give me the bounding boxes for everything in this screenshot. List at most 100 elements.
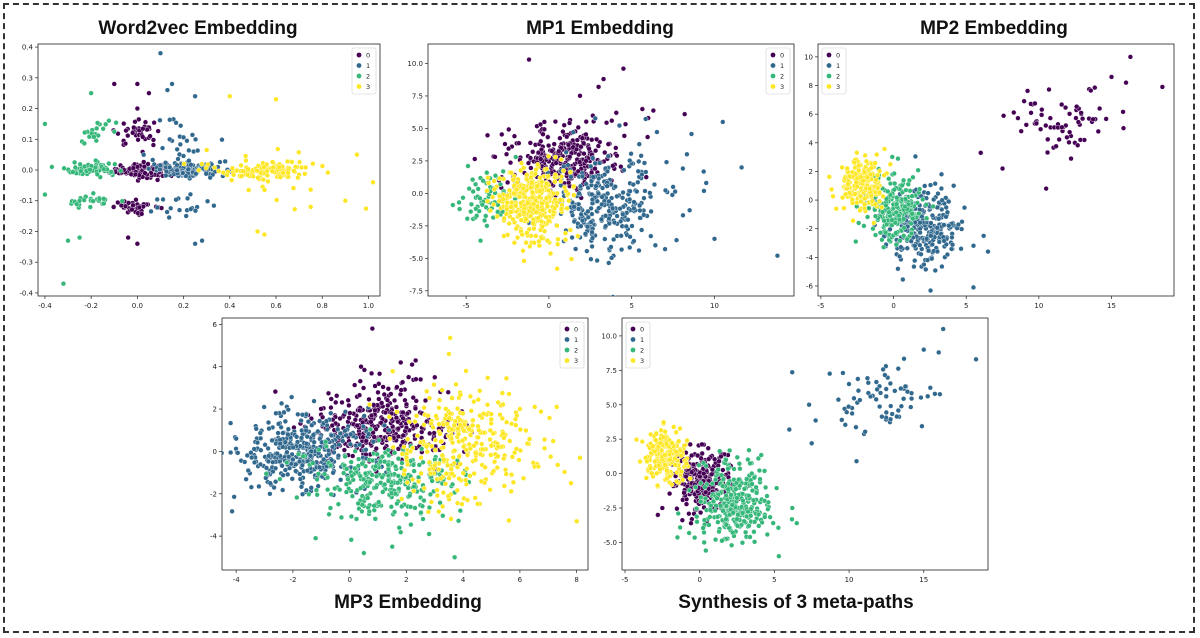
scatter-point	[739, 164, 745, 171]
scatter-point	[846, 404, 852, 410]
scatter-point	[900, 177, 907, 183]
scatter-point	[673, 429, 679, 435]
scatter-point	[418, 455, 424, 461]
scatter-point	[734, 495, 740, 501]
scatter-point	[452, 448, 458, 454]
scatter-point	[879, 414, 885, 420]
scatter-point	[504, 206, 510, 212]
scatter-point	[734, 516, 740, 522]
scatter-point	[663, 159, 670, 165]
scatter-point	[298, 435, 305, 441]
scatter-point	[949, 234, 955, 241]
scatter-point	[701, 168, 707, 175]
scatter-point	[538, 138, 544, 144]
scatter-point	[273, 479, 279, 485]
scatter-point	[103, 121, 109, 127]
y-tick-label: -6	[806, 282, 814, 290]
scatter-point	[261, 164, 267, 170]
y-tick-label: -0.3	[19, 259, 33, 267]
scatter-point	[892, 180, 898, 187]
scatter-point	[767, 514, 773, 520]
scatter-point	[631, 238, 637, 244]
scatter-point	[653, 431, 659, 437]
scatter-point	[532, 404, 538, 410]
scatter-point	[130, 202, 136, 208]
scatter-point	[748, 513, 754, 519]
scatter-point	[901, 396, 907, 402]
scatter-point	[148, 208, 154, 214]
scatter-point	[488, 443, 494, 449]
scatter-point	[258, 447, 264, 453]
scatter-point	[269, 159, 276, 165]
scatter-point	[483, 213, 489, 219]
scatter-point	[602, 149, 608, 156]
scatter-point	[342, 428, 348, 434]
scatter-point	[388, 504, 394, 510]
scatter-point	[751, 539, 758, 545]
scatter-point	[1053, 143, 1059, 149]
scatter-point	[550, 190, 557, 197]
scatter-point	[916, 210, 922, 217]
scatter-point	[544, 238, 551, 244]
scatter-point	[163, 172, 169, 179]
scatter-point	[936, 349, 942, 356]
scatter-point	[610, 205, 616, 211]
scatter-point	[480, 411, 487, 417]
scatter-point	[606, 198, 612, 204]
scatter-point	[492, 173, 499, 179]
x-tick-label: -0.2	[84, 302, 98, 310]
scatter-point	[451, 422, 457, 429]
scatter-point	[408, 522, 414, 528]
scatter-point	[125, 235, 131, 241]
scatter-point	[558, 206, 564, 212]
scatter-point	[541, 436, 548, 443]
scatter-point	[669, 481, 675, 488]
scatter-point	[497, 412, 503, 418]
scatter-point	[385, 447, 391, 453]
scatter-point	[285, 407, 291, 413]
y-tick-label: 0.0	[412, 190, 423, 198]
scatter-point	[750, 497, 757, 503]
scatter-point	[643, 475, 649, 481]
scatter-point	[563, 188, 569, 194]
scatter-point	[511, 190, 517, 196]
scatter-point	[613, 145, 619, 151]
scatter-point	[552, 179, 558, 185]
scatter-point	[369, 457, 376, 464]
scatter-point	[88, 90, 94, 96]
scatter-point	[480, 446, 486, 453]
scatter-point	[588, 163, 594, 169]
scatter-point	[921, 347, 927, 353]
scatter-point	[392, 463, 399, 470]
scatter-point	[789, 369, 795, 375]
scatter-points	[826, 54, 1165, 294]
scatter-point	[501, 483, 507, 489]
scatter-point	[610, 163, 616, 169]
scatter-point	[318, 406, 324, 412]
scatter-point	[308, 415, 315, 422]
scatter-point	[296, 149, 302, 155]
scatter-point	[1033, 120, 1040, 127]
scatter-point	[544, 203, 551, 209]
scatter-points	[450, 56, 781, 296]
scatter-point	[864, 375, 871, 381]
scatter-point	[279, 463, 285, 469]
scatter-point	[939, 263, 945, 270]
scatter-point	[467, 393, 473, 399]
scatter-point	[357, 441, 363, 448]
scatter-point	[934, 248, 940, 255]
scatter-point	[470, 422, 476, 429]
scatter-point	[299, 491, 306, 497]
scatter-point	[476, 427, 482, 433]
scatter-point	[60, 281, 67, 287]
scatter-point	[929, 241, 935, 248]
scatter-point	[637, 207, 643, 214]
scatter-point	[893, 209, 899, 216]
scatter-point	[358, 364, 364, 370]
scatter-point	[570, 129, 576, 135]
x-tick-label: 0.2	[178, 302, 189, 310]
scatter-point	[333, 399, 339, 406]
scatter-point	[592, 160, 598, 166]
scatter-point	[390, 368, 396, 374]
